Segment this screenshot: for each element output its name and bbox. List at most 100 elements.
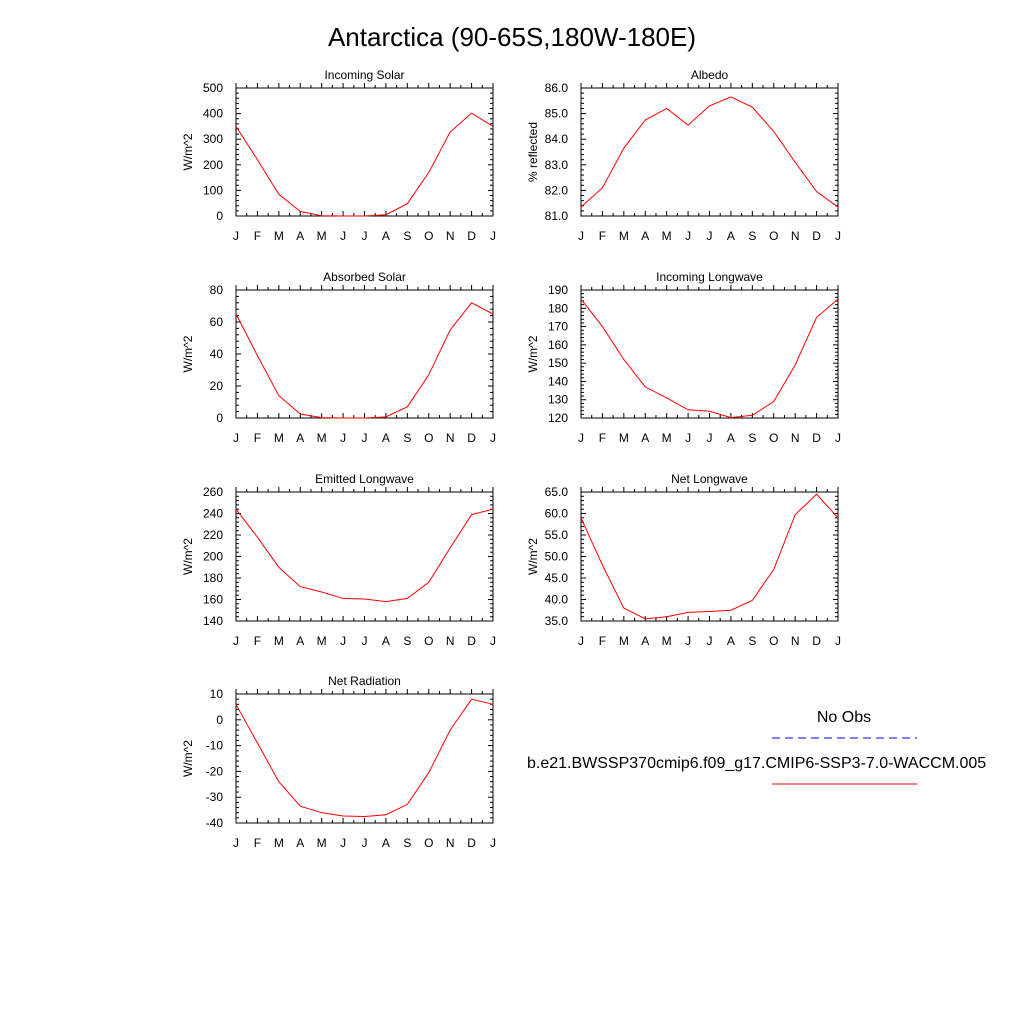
y-tick-label: 240 — [203, 507, 223, 521]
y-tick-label: 120 — [548, 411, 568, 425]
y-tick-label: 160 — [203, 593, 223, 607]
x-tick-label: D — [812, 431, 821, 445]
model-series-line — [235, 698, 494, 818]
x-tick-label: A — [727, 431, 735, 445]
x-tick-label: J — [578, 431, 584, 445]
y-axis-label: W/m^2 — [181, 740, 195, 777]
x-tick-label: N — [791, 431, 800, 445]
x-tick-label: J — [707, 634, 713, 648]
x-tick-label: M — [317, 836, 327, 850]
y-tick-label: -30 — [206, 790, 224, 804]
y-tick-label: 0 — [216, 411, 223, 425]
x-tick-label: O — [424, 431, 433, 445]
y-tick-label: 10 — [210, 687, 224, 701]
x-tick-label: J — [835, 431, 841, 445]
x-tick-label: A — [727, 634, 735, 648]
y-tick-label: 300 — [203, 132, 223, 146]
x-tick-label: N — [791, 229, 800, 243]
y-tick-label: 140 — [203, 614, 223, 628]
x-tick-label: D — [467, 836, 476, 850]
x-tick-label: D — [467, 431, 476, 445]
y-tick-label: 180 — [548, 301, 568, 315]
y-tick-label: 0 — [216, 713, 223, 727]
x-tick-label: N — [446, 634, 455, 648]
model-series-line — [580, 96, 839, 208]
x-tick-label: F — [599, 634, 606, 648]
y-tick-label: 150 — [548, 356, 568, 370]
x-tick-label: A — [382, 634, 390, 648]
x-tick-label: J — [340, 634, 346, 648]
x-tick-label: J — [362, 229, 368, 243]
x-tick-label: J — [340, 229, 346, 243]
y-tick-label: 86.0 — [545, 81, 569, 95]
y-axis-label: W/m^2 — [181, 538, 195, 575]
x-tick-label: J — [362, 431, 368, 445]
y-tick-label: 190 — [548, 283, 568, 297]
y-tick-label: 45.0 — [545, 571, 569, 585]
x-tick-label: M — [662, 431, 672, 445]
plot-frame — [580, 289, 839, 419]
y-tick-label: 40 — [210, 347, 224, 361]
x-tick-label: A — [641, 431, 649, 445]
x-tick-label: J — [362, 634, 368, 648]
x-tick-label: J — [233, 229, 239, 243]
x-tick-label: M — [619, 229, 629, 243]
model-series-line — [580, 298, 839, 419]
x-tick-label: O — [769, 229, 778, 243]
y-tick-label: -20 — [206, 764, 224, 778]
plot-frame — [235, 289, 494, 419]
y-tick-label: 65.0 — [545, 485, 569, 499]
legend-obs-label: No Obs — [817, 709, 871, 726]
x-tick-label: M — [317, 431, 327, 445]
y-tick-label: 60 — [210, 315, 224, 329]
x-tick-label: M — [274, 836, 284, 850]
x-tick-label: J — [835, 634, 841, 648]
y-tick-label: 160 — [548, 338, 568, 352]
model-series-line — [580, 493, 839, 620]
x-tick-label: F — [599, 229, 606, 243]
x-tick-label: S — [403, 431, 411, 445]
y-tick-label: 400 — [203, 107, 223, 121]
x-tick-label: M — [317, 229, 327, 243]
x-tick-label: J — [340, 431, 346, 445]
y-tick-label: 50.0 — [545, 550, 569, 564]
panel-title: Incoming Longwave — [656, 270, 763, 284]
y-tick-label: 60.0 — [545, 507, 569, 521]
x-tick-label: O — [769, 634, 778, 648]
x-tick-label: D — [812, 229, 821, 243]
y-tick-label: 40.0 — [545, 593, 569, 607]
x-tick-label: A — [382, 431, 390, 445]
panel-title: Absorbed Solar — [323, 270, 406, 284]
x-tick-label: A — [382, 836, 390, 850]
plot-frame — [235, 491, 494, 622]
x-tick-label: J — [707, 431, 713, 445]
y-tick-label: 220 — [203, 528, 223, 542]
y-tick-label: 140 — [548, 374, 568, 388]
y-tick-label: 170 — [548, 320, 568, 334]
x-tick-label: F — [254, 431, 261, 445]
y-axis-label: % reflected — [526, 122, 540, 182]
x-tick-label: F — [254, 229, 261, 243]
model-series-line — [235, 302, 494, 419]
y-tick-label: 83.0 — [545, 158, 569, 172]
x-tick-label: J — [578, 634, 584, 648]
panel-title: Emitted Longwave — [315, 472, 414, 486]
y-tick-label: 0 — [216, 209, 223, 223]
x-tick-label: A — [641, 229, 649, 243]
y-axis-label: W/m^2 — [181, 335, 195, 372]
x-tick-label: M — [317, 634, 327, 648]
x-tick-label: M — [274, 634, 284, 648]
y-tick-label: 20 — [210, 379, 224, 393]
x-tick-label: A — [382, 229, 390, 243]
y-tick-label: -40 — [206, 816, 224, 830]
panel-title: Net Radiation — [328, 674, 401, 688]
x-tick-label: J — [233, 836, 239, 850]
x-tick-label: S — [403, 229, 411, 243]
panel-title: Incoming Solar — [324, 68, 404, 82]
x-tick-label: D — [467, 229, 476, 243]
y-axis-label: W/m^2 — [526, 335, 540, 372]
x-tick-label: A — [296, 836, 304, 850]
y-tick-label: 130 — [548, 393, 568, 407]
